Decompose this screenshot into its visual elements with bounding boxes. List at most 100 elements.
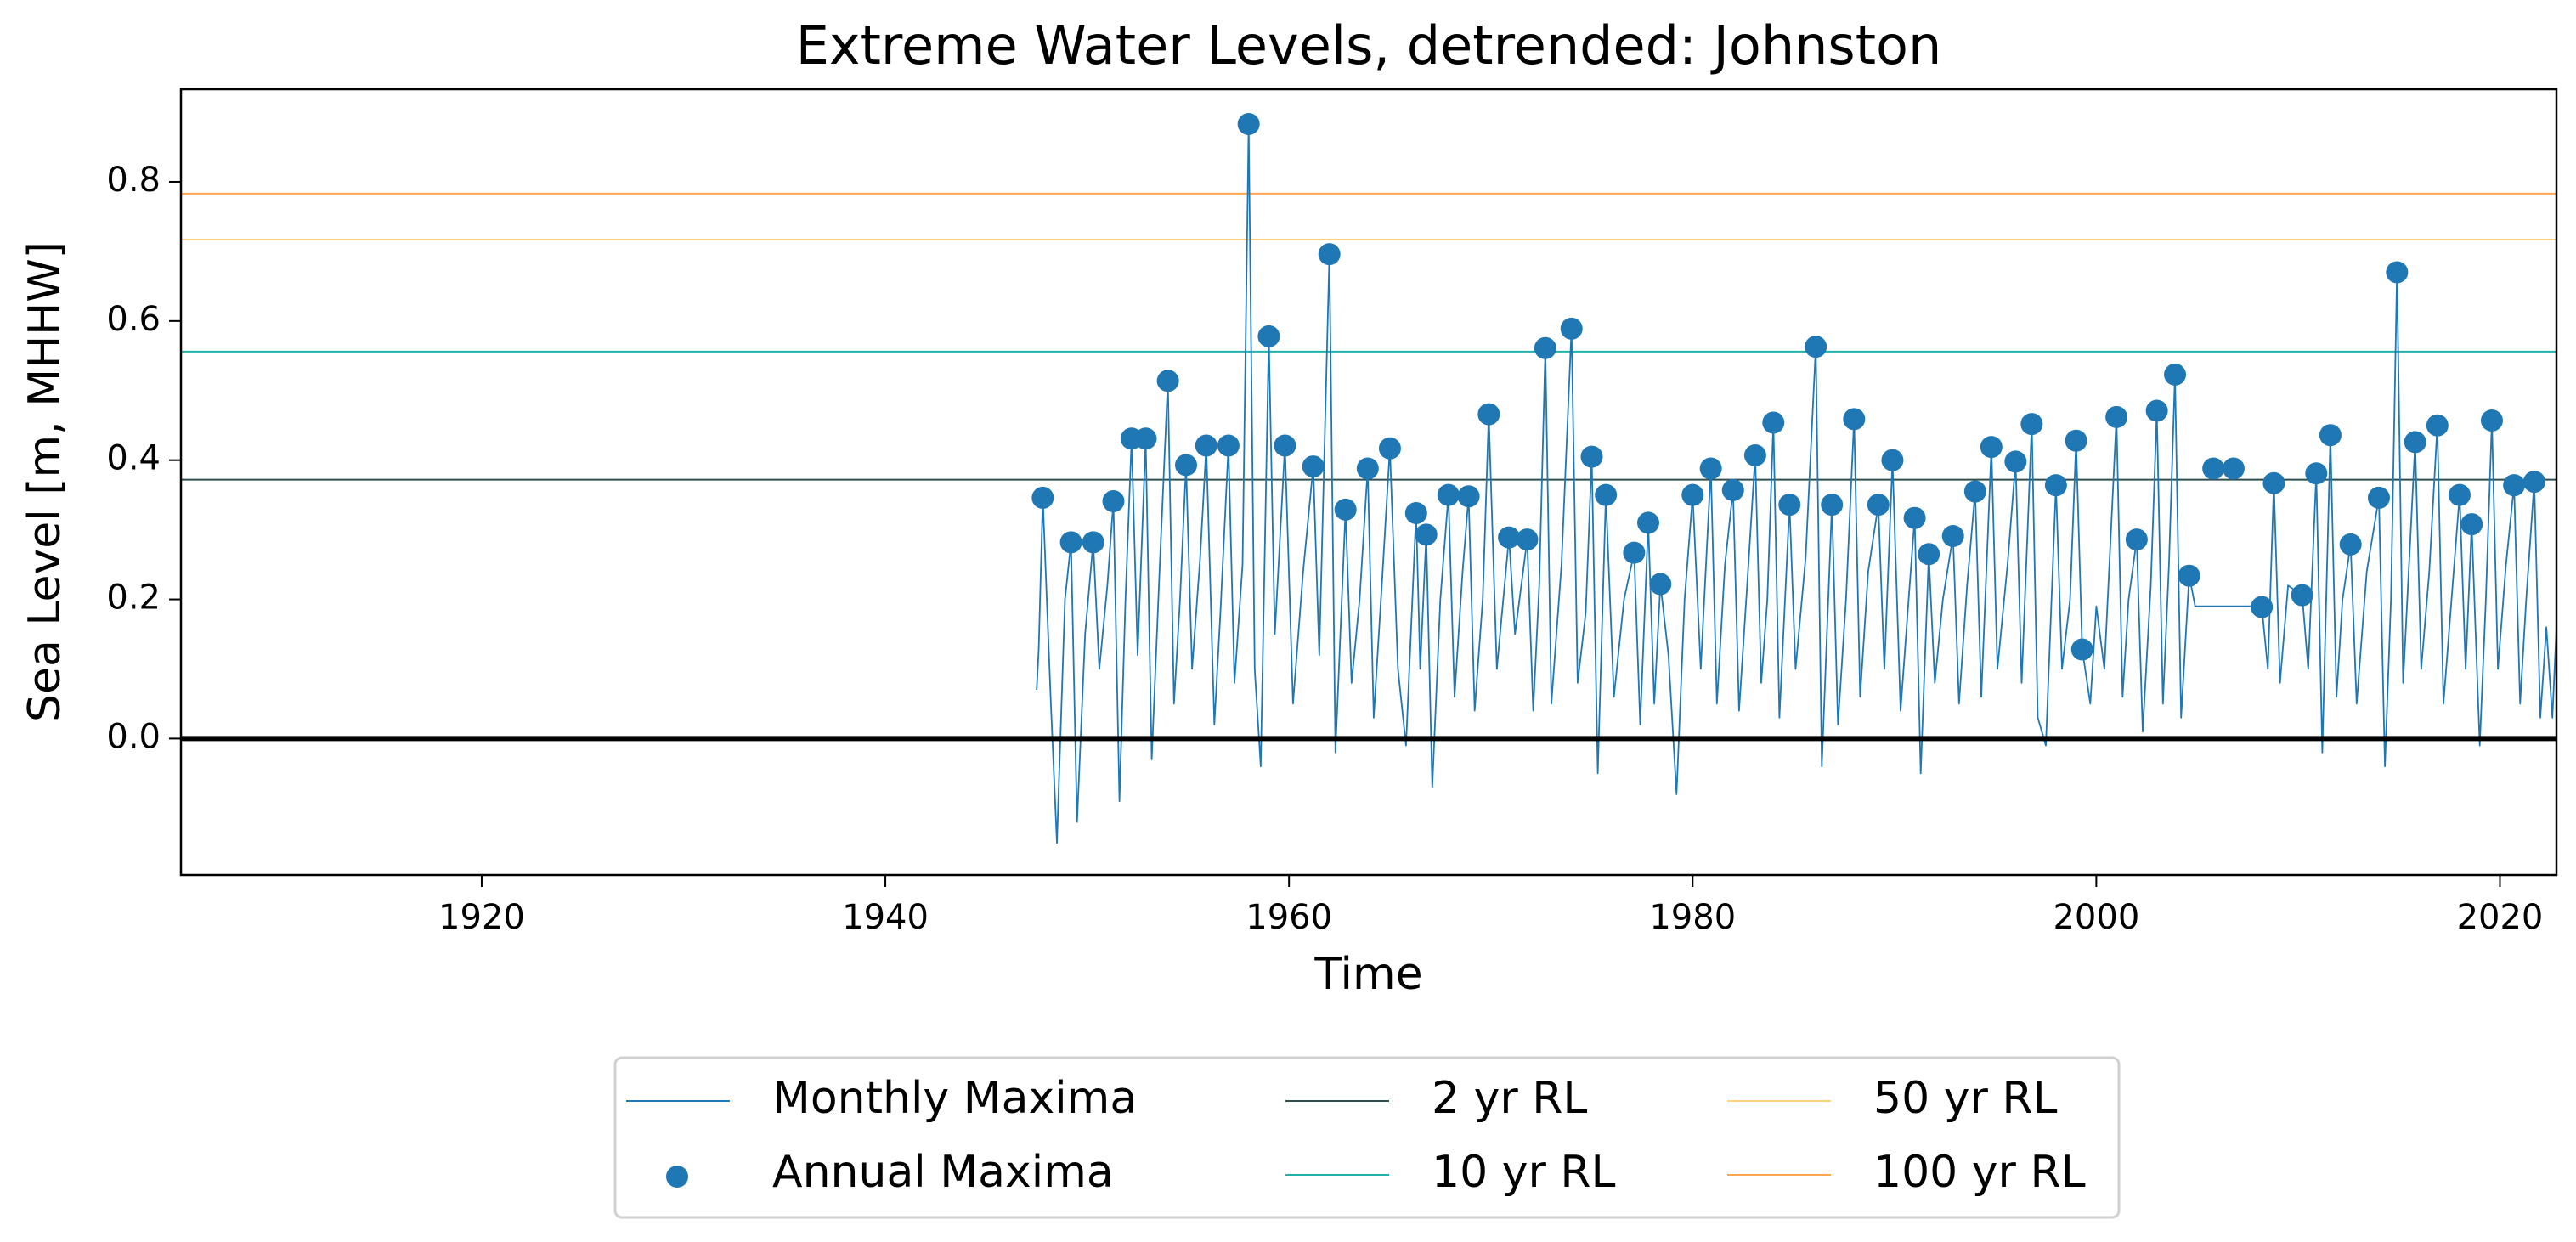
chart-title: Extreme Water Levels, detrended: Johnsto…	[796, 14, 1942, 76]
y-tick-label: 0.4	[106, 439, 161, 478]
annual-maxima-point	[1195, 434, 1217, 457]
monthly-maxima-line	[1036, 123, 2556, 844]
plot-area	[181, 112, 2556, 844]
plot-frame	[179, 88, 2558, 877]
annual-maxima-point	[2178, 564, 2200, 587]
annual-maxima-point	[2386, 261, 2409, 284]
annual-maxima-point	[1415, 523, 1438, 546]
annual-maxima-point	[1102, 490, 1125, 513]
annual-maxima-point	[1681, 483, 1704, 506]
annual-maxima-point	[1378, 437, 1401, 460]
x-tick-label: 2000	[2053, 898, 2139, 937]
y-tick-label: 0.8	[106, 161, 161, 200]
annual-maxima-point	[1175, 454, 1198, 477]
y-tick-label: 0.0	[106, 717, 161, 756]
annual-maxima-point	[1881, 449, 1904, 471]
annual-maxima-point	[1437, 483, 1460, 506]
annual-maxima-point	[1477, 403, 1500, 426]
legend-box	[613, 1056, 2121, 1219]
annual-maxima-point	[1560, 317, 1583, 340]
legend-marker	[666, 1166, 688, 1188]
annual-maxima-point	[1257, 325, 1280, 347]
annual-maxima-point	[2367, 486, 2390, 509]
annual-maxima-point	[2305, 462, 2328, 485]
legend-label: 2 yr RL	[1432, 1073, 1587, 1124]
annual-maxima-point	[2044, 474, 2067, 497]
x-tick-label: 1920	[438, 898, 525, 937]
annual-maxima-point	[1743, 443, 1766, 466]
annual-maxima-point	[2222, 457, 2245, 480]
annual-maxima-point	[1623, 541, 1646, 564]
legend-label: 50 yr RL	[1873, 1073, 2058, 1124]
annual-maxima-point	[2448, 483, 2471, 506]
annual-maxima-point	[2070, 638, 2093, 661]
annual-maxima-point	[1457, 485, 1480, 508]
annual-maxima-point	[1941, 524, 1964, 547]
annual-maxima-point	[2480, 409, 2503, 432]
annual-maxima-point	[1843, 408, 1866, 431]
annual-maxima-point	[1963, 480, 1986, 503]
annual-maxima-point	[1778, 494, 1801, 517]
annual-maxima-point	[2262, 471, 2285, 494]
annual-maxima-point	[1334, 498, 1357, 521]
annual-maxima-point	[1534, 336, 1556, 359]
annual-maxima-point	[1031, 486, 1054, 509]
annual-maxima-point	[2065, 429, 2087, 452]
annual-maxima-point	[1318, 243, 1341, 266]
annual-maxima-point	[1516, 528, 1539, 551]
annual-maxima-point	[1595, 483, 1618, 506]
annual-maxima-point	[2426, 414, 2449, 437]
annual-maxima-point	[2460, 513, 2483, 536]
y-axis-label: Sea Level [m, MHHW]	[20, 241, 71, 722]
annual-maxima-point	[1134, 427, 1157, 450]
annual-maxima-point	[1274, 434, 1296, 457]
annual-maxima-point	[1156, 370, 1179, 392]
annual-maxima-point	[2291, 584, 2313, 607]
annual-maxima-point	[2164, 363, 2187, 386]
annual-maxima-point	[1721, 478, 1744, 501]
x-tick-label: 1940	[842, 898, 929, 937]
annual-maxima-point	[1237, 112, 1260, 135]
annual-maxima-point	[1356, 457, 1379, 480]
legend-label: Annual Maxima	[772, 1147, 1114, 1198]
x-tick-label: 1960	[1246, 898, 1332, 937]
annual-maxima-point	[2404, 431, 2426, 454]
annual-maxima-point	[2125, 528, 2148, 551]
annual-maxima-point	[1217, 434, 1240, 457]
annual-maxima-point	[1918, 543, 1940, 566]
annual-maxima-point	[1867, 494, 1890, 517]
annual-maxima-point	[1805, 336, 1827, 358]
annual-maxima-point	[2105, 405, 2128, 428]
x-axis-label: Time	[1313, 949, 1422, 1000]
annual-maxima-point	[1637, 511, 1660, 534]
annual-maxima-point	[1821, 494, 1844, 517]
annual-maxima-point	[1649, 573, 1672, 596]
annual-maxima-point	[2145, 399, 2168, 422]
annual-maxima-point	[1762, 411, 1785, 434]
annual-maxima-point	[2522, 471, 2545, 494]
legend-label: 100 yr RL	[1873, 1147, 2086, 1198]
annual-maxima-point	[2004, 450, 2027, 473]
annual-maxima-point	[1082, 531, 1104, 554]
x-tick-label: 1980	[1649, 898, 1736, 937]
annual-maxima-point	[1580, 445, 1603, 468]
legend-label: Monthly Maxima	[772, 1073, 1137, 1124]
annual-maxima-point	[1404, 501, 1427, 524]
x-tick-label: 2020	[2457, 898, 2544, 937]
annual-maxima-point	[1059, 531, 1082, 554]
annual-maxima-point	[1699, 457, 1722, 480]
annual-maxima-point	[1903, 506, 1926, 529]
annual-maxima-point	[2339, 533, 2362, 556]
annual-maxima-point	[2202, 457, 2225, 480]
y-tick-label: 0.6	[106, 300, 161, 339]
annual-maxima-point	[2251, 596, 2274, 618]
annual-maxima-point	[2020, 413, 2043, 436]
annual-maxima-point	[2319, 424, 2342, 447]
annual-maxima-point	[2503, 474, 2526, 497]
annual-maxima-point	[1302, 455, 1325, 478]
annual-maxima-point	[1498, 526, 1521, 549]
annual-maxima-point	[1980, 436, 2003, 459]
